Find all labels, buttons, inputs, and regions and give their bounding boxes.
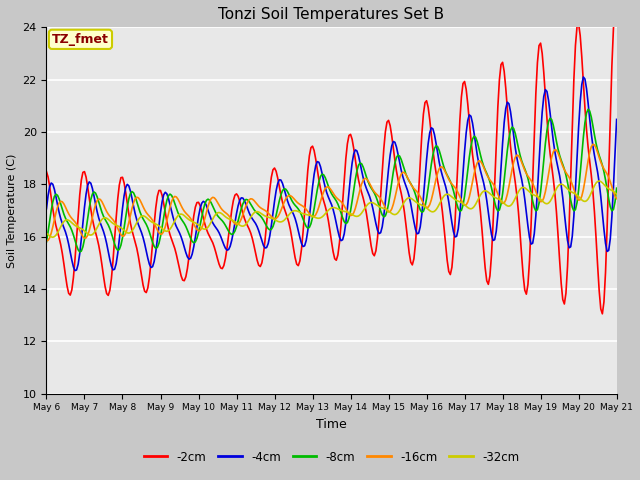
- -8cm: [584, 107, 592, 112]
- -8cm: [612, 185, 620, 191]
- -4cm: [150, 259, 158, 264]
- -32cm: [43, 230, 51, 236]
- -2cm: [58, 251, 66, 256]
- Title: Tonzi Soil Temperatures Set B: Tonzi Soil Temperatures Set B: [218, 7, 445, 22]
- -4cm: [388, 143, 396, 149]
- -8cm: [401, 167, 408, 172]
- -2cm: [399, 199, 406, 204]
- -4cm: [71, 268, 79, 274]
- -8cm: [58, 206, 66, 212]
- Line: -16cm: -16cm: [47, 144, 616, 241]
- -4cm: [579, 74, 587, 80]
- -2cm: [367, 243, 375, 249]
- Y-axis label: Soil Temperature (C): Soil Temperature (C): [7, 153, 17, 268]
- -16cm: [612, 196, 620, 202]
- -16cm: [43, 238, 51, 244]
- -32cm: [49, 234, 57, 240]
- -16cm: [58, 199, 66, 204]
- -4cm: [612, 117, 620, 122]
- Legend: -2cm, -4cm, -8cm, -16cm, -32cm: -2cm, -4cm, -8cm, -16cm, -32cm: [139, 446, 524, 468]
- -8cm: [369, 188, 376, 193]
- -16cm: [367, 183, 375, 189]
- -2cm: [612, 2, 620, 8]
- -16cm: [543, 180, 551, 186]
- Line: -4cm: -4cm: [47, 77, 616, 271]
- -4cm: [369, 205, 376, 211]
- -2cm: [387, 123, 394, 129]
- -8cm: [545, 119, 552, 124]
- -32cm: [388, 211, 396, 216]
- Line: -32cm: -32cm: [47, 181, 616, 237]
- -32cm: [612, 191, 620, 197]
- -2cm: [543, 115, 551, 121]
- -32cm: [150, 220, 158, 226]
- -2cm: [148, 240, 156, 246]
- -32cm: [369, 200, 376, 205]
- -2cm: [43, 169, 51, 175]
- -32cm: [401, 199, 408, 204]
- -16cm: [387, 209, 394, 215]
- -8cm: [76, 249, 84, 255]
- -8cm: [150, 243, 158, 249]
- X-axis label: Time: Time: [316, 418, 347, 431]
- -32cm: [545, 200, 552, 206]
- -8cm: [388, 180, 396, 185]
- -4cm: [401, 179, 408, 184]
- -32cm: [595, 178, 603, 184]
- -16cm: [589, 142, 596, 147]
- Text: TZ_fmet: TZ_fmet: [52, 33, 109, 46]
- Line: -8cm: -8cm: [47, 109, 616, 252]
- -4cm: [58, 221, 66, 227]
- -2cm: [598, 311, 606, 317]
- -16cm: [399, 169, 406, 175]
- -8cm: [43, 239, 51, 245]
- Line: -2cm: -2cm: [47, 5, 616, 314]
- -4cm: [43, 206, 51, 212]
- -16cm: [148, 217, 156, 223]
- -32cm: [60, 218, 68, 224]
- -4cm: [545, 97, 552, 103]
